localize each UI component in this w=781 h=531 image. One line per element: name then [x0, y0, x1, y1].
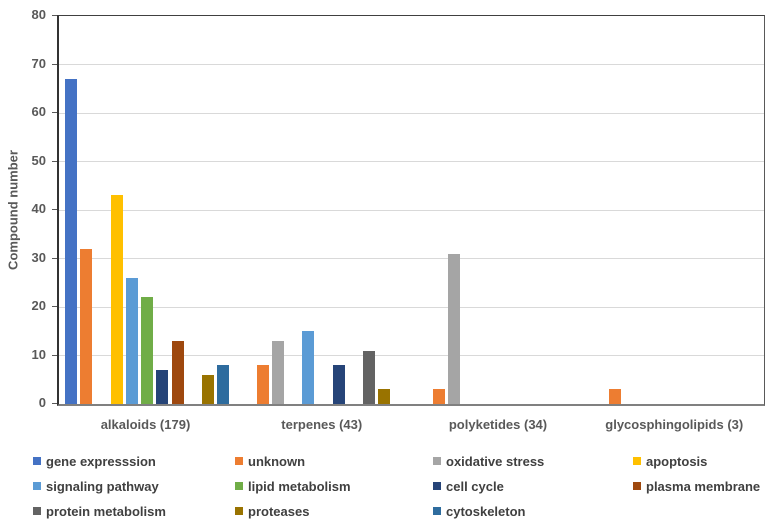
gridline: [59, 209, 764, 211]
bar-proteases-alkaloids-179-: [201, 374, 214, 404]
y-axis-tick-mark: [52, 160, 57, 162]
bar-signaling-pathway-terpenes-43-: [302, 331, 315, 404]
x-axis-category-label: alkaloids (179): [100, 417, 191, 432]
legend-label: plasma membrane: [646, 478, 761, 494]
legend-item-lipid-metabolism: lipid metabolism: [235, 478, 351, 494]
bar-protein-metabolism-terpenes-43-: [362, 350, 375, 404]
x-axis-category-label: terpenes (43): [281, 417, 363, 432]
legend-swatch-signaling-pathway: [33, 482, 41, 490]
legend-label: apoptosis: [646, 453, 708, 469]
gridline: [59, 306, 764, 308]
legend-item-plasma-membrane: plasma membrane: [633, 478, 760, 494]
legend-item-signaling-pathway: signaling pathway: [33, 478, 159, 494]
x-axis-category-label: glycosphingolipids (3): [605, 417, 744, 432]
bar-unknown-polyketides-34-: [432, 389, 445, 404]
legend-label: cytoskeleton: [446, 503, 526, 519]
bar-unknown-alkaloids-179-: [80, 248, 93, 404]
legend-item-gene-expresssion: gene expresssion: [33, 453, 156, 469]
y-axis-tick-mark: [52, 112, 57, 113]
bar-signaling-pathway-alkaloids-179-: [125, 277, 138, 404]
bar-apoptosis-alkaloids-179-: [110, 195, 123, 404]
legend-swatch-cytoskeleton: [433, 507, 441, 515]
legend-swatch-cell-cycle: [433, 482, 441, 490]
legend-swatch-proteases: [235, 507, 243, 515]
y-axis-tick-mark: [52, 257, 57, 259]
y-axis-tick-label: 60: [31, 104, 46, 119]
gridline: [59, 161, 764, 162]
bar-plasma-membrane-alkaloids-179-: [171, 340, 184, 404]
y-axis-tick-mark: [52, 209, 57, 210]
legend-item-protein-metabolism: protein metabolism: [33, 503, 166, 519]
legend-swatch-lipid-metabolism: [235, 482, 243, 490]
legend-swatch-apoptosis: [633, 457, 641, 465]
gridline: [59, 258, 764, 259]
legend-swatch-protein-metabolism: [33, 507, 41, 515]
legend-item-oxidative-stress: oxidative stress: [433, 453, 544, 469]
legend-swatch-gene-expresssion: [33, 457, 41, 465]
x-axis-category-label: polyketides (34): [448, 417, 548, 432]
legend-item-cytoskeleton: cytoskeleton: [433, 503, 525, 519]
legend-label: unknown: [248, 453, 306, 469]
y-axis-tick-label: 50: [31, 152, 46, 168]
y-axis-tick-mark: [52, 354, 57, 356]
legend-item-apoptosis: apoptosis: [633, 453, 707, 469]
legend-label: signaling pathway: [46, 478, 159, 494]
bar-cell-cycle-alkaloids-179-: [156, 370, 169, 404]
legend-item-cell-cycle: cell cycle: [433, 478, 504, 494]
y-axis-tick-label: 30: [31, 249, 46, 265]
plot-area: [57, 15, 765, 406]
y-axis-tick-label: 0: [38, 395, 46, 410]
y-axis-tick-mark: [52, 306, 57, 307]
bar-oxidative-stress-terpenes-43-: [271, 340, 284, 404]
legend-label: gene expresssion: [46, 453, 156, 469]
legend-item-unknown: unknown: [235, 453, 305, 469]
legend-swatch-oxidative-stress: [433, 457, 441, 465]
legend-label: lipid metabolism: [248, 478, 351, 494]
bar-lipid-metabolism-alkaloids-179-: [141, 297, 154, 404]
y-axis-tick-mark: [52, 403, 57, 404]
gridline: [59, 355, 764, 356]
bar-oxidative-stress-polyketides-34-: [448, 253, 461, 404]
y-axis-tick-label: 70: [31, 55, 46, 71]
y-axis-tick-mark: [52, 15, 57, 16]
bar-unknown-terpenes-43-: [256, 365, 269, 404]
bar-proteases-terpenes-43-: [378, 389, 391, 404]
y-axis-tick-label: 80: [31, 7, 46, 22]
legend-swatch-plasma-membrane: [633, 482, 641, 490]
gridline: [59, 64, 764, 65]
y-axis-tick-mark: [52, 63, 57, 65]
gridline: [59, 112, 764, 114]
legend-label: protein metabolism: [46, 503, 166, 519]
legend-swatch-unknown: [235, 457, 243, 465]
legend-label: proteases: [248, 503, 310, 519]
y-axis-tick-label: 10: [31, 346, 46, 362]
bar-unknown-glycosphingolipids-3-: [609, 389, 622, 404]
legend-item-proteases: proteases: [235, 503, 309, 519]
bar-cytoskeleton-alkaloids-179-: [217, 365, 230, 404]
bar-cell-cycle-terpenes-43-: [332, 365, 345, 404]
legend-label: cell cycle: [446, 478, 504, 494]
y-axis-tick-label: 40: [31, 201, 46, 216]
bar-gene-expresssion-alkaloids-179-: [65, 79, 78, 404]
y-axis-tick-label: 20: [31, 298, 46, 313]
legend-label: oxidative stress: [446, 453, 545, 469]
